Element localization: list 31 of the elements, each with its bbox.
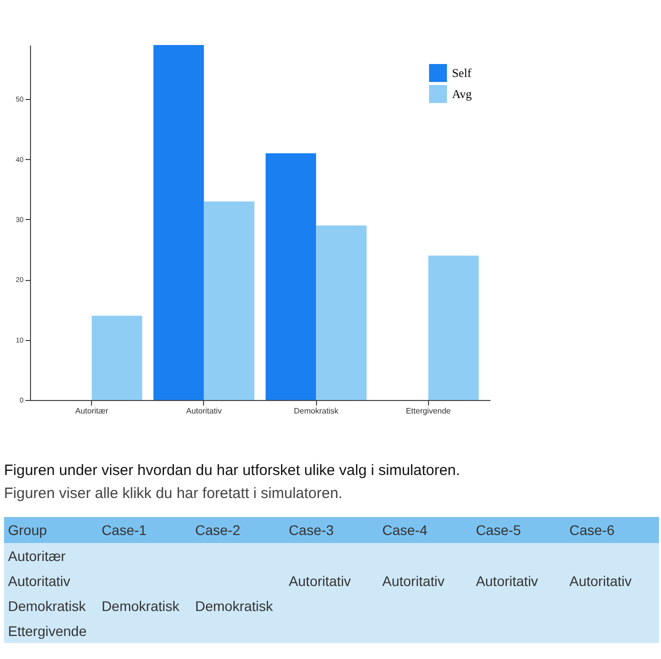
bar: [153, 45, 204, 400]
text: Demokratisk: [8, 598, 86, 614]
x-tick-label: Autoritær: [75, 406, 108, 416]
x-tick-label: Demokratisk: [294, 406, 340, 416]
text: Demokratisk: [195, 598, 273, 614]
text: Figuren viser alle klikk du har foretatt i simulatoren.: [4, 485, 344, 502]
legend-label: Avg: [452, 87, 472, 101]
x-tick-label: Ettergivende: [406, 406, 452, 416]
legend-label: Self: [452, 66, 472, 80]
text: Figuren under viser hvordan du har utforsket ulike valg i simulatoren.: [4, 462, 460, 479]
bar: [204, 201, 254, 400]
bar: [92, 316, 142, 400]
text: Ettergivende: [8, 622, 87, 638]
category-label: Case-6: [565, 517, 659, 543]
category-label: Case-5: [472, 517, 566, 543]
text: Autoritativ: [569, 572, 632, 588]
text: Autoritær: [8, 548, 66, 564]
text: Autoritativ: [476, 572, 538, 588]
text: Autoritativ: [8, 572, 70, 588]
category-label: Group: [4, 517, 98, 543]
category-label: Case-1: [98, 517, 192, 543]
x-tick-label: Autoritativ: [186, 406, 222, 416]
bar: [266, 153, 316, 400]
category-label: Case-2: [191, 517, 285, 543]
bar: [428, 256, 479, 400]
bar: [316, 226, 367, 400]
category-label: Case-4: [378, 517, 472, 543]
text: Autoritativ: [288, 572, 351, 588]
text: Demokratisk: [102, 598, 180, 614]
text: Autoritativ: [382, 572, 444, 588]
category-label: Case-3: [284, 517, 378, 543]
